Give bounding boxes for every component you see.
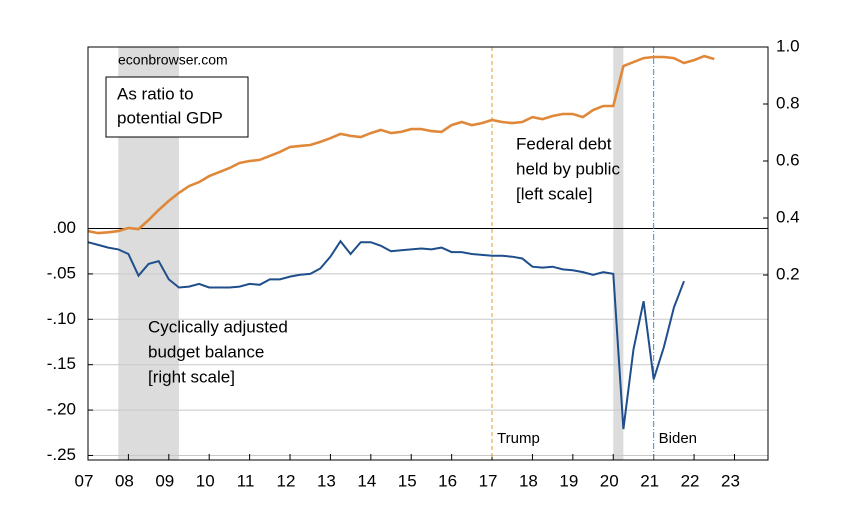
series-line xyxy=(87,54,715,235)
series-label: held by public xyxy=(516,159,620,178)
y2-tick-label: 0.2 xyxy=(776,265,800,284)
y-tick-label: -.10 xyxy=(47,309,76,328)
x-tick-label: 20 xyxy=(600,471,619,490)
note-text: As ratio to xyxy=(117,84,194,103)
event-label: Biden xyxy=(659,430,697,447)
x-tick-label: 21 xyxy=(640,471,659,490)
plot-frame xyxy=(87,46,769,461)
y2-tick-label: 1.0 xyxy=(776,36,800,55)
y-tick-label: -.15 xyxy=(47,354,76,373)
series-label: [left scale] xyxy=(516,184,593,203)
y2-tick-label: 0.8 xyxy=(776,93,800,112)
x-tick-label: 22 xyxy=(681,471,700,490)
recession-shade xyxy=(613,47,624,460)
series-line xyxy=(87,239,685,430)
x-tick-label: 12 xyxy=(277,471,296,490)
note-text: potential GDP xyxy=(117,108,223,127)
series-label: Federal debt xyxy=(516,134,612,153)
x-tick-label: 13 xyxy=(317,471,336,490)
x-tick-label: 16 xyxy=(438,471,457,490)
y2-tick-label: 0.6 xyxy=(776,150,800,169)
x-tick-label: 07 xyxy=(75,471,94,490)
x-tick-label: 23 xyxy=(721,471,740,490)
x-tick-label: 08 xyxy=(115,471,134,490)
series-label: Cyclically adjusted xyxy=(148,317,288,336)
series-label: budget balance xyxy=(148,342,264,361)
x-tick-label: 18 xyxy=(519,471,538,490)
x-tick-label: 17 xyxy=(479,471,498,490)
note-box xyxy=(105,76,249,138)
y-tick-label: -.20 xyxy=(47,400,76,419)
x-tick-label: 10 xyxy=(196,471,215,490)
y2-tick-label: 0.4 xyxy=(776,207,800,226)
y-tick-label: -.05 xyxy=(47,263,76,282)
x-tick-label: 15 xyxy=(398,471,417,490)
series-label: [right scale] xyxy=(148,367,235,386)
source-label: econbrowser.com xyxy=(118,52,228,68)
y-tick-label: -.25 xyxy=(47,445,76,464)
x-tick-label: 11 xyxy=(237,471,255,490)
event-label: Trump xyxy=(497,430,540,447)
x-tick-label: 19 xyxy=(559,471,578,490)
y-tick-label: .00 xyxy=(52,218,76,237)
x-tick-label: 09 xyxy=(155,471,174,490)
x-tick-label: 14 xyxy=(357,471,376,490)
